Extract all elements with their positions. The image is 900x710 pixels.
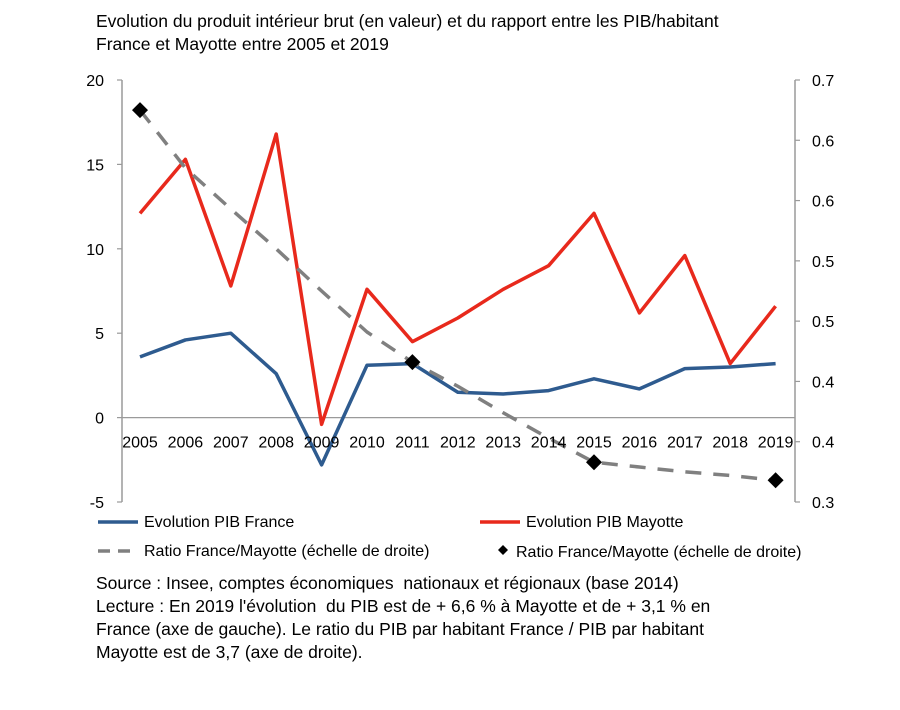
note-source: Source : Insee, comptes économiques nati… [96, 573, 679, 593]
y-right-tick-label: 0.6 [812, 133, 834, 150]
x-tick-label: 2013 [485, 435, 521, 452]
ratio-marker-point [404, 354, 421, 371]
legend-swatch-france [98, 514, 138, 532]
y-right-tick-label: 0.4 [812, 374, 834, 391]
note-reading-line-1: Lecture : En 2019 l'évolution du PIB est… [96, 596, 711, 616]
y-right-tick-label: 0.4 [812, 435, 834, 452]
series-line-pib-france [139, 331, 776, 467]
y-left-tick-label: 0 [95, 411, 104, 428]
legend-item-ratio-line: Ratio France/Mayotte (échelle de droite) [98, 543, 429, 561]
x-tick-label: 2008 [258, 435, 294, 452]
y-right-tick-label: 0.6 [812, 194, 834, 211]
x-tick-label: 2011 [395, 435, 430, 452]
legend-item-ratio-markers: Ratio France/Mayotte (échelle de droite) [496, 543, 801, 562]
x-tick-label: 2005 [122, 435, 158, 452]
y-left-tick-label: 15 [86, 157, 104, 174]
x-tick-label: 2006 [168, 435, 204, 452]
legend-swatch-mayotte [480, 514, 520, 532]
x-tick-label: 2014 [531, 435, 567, 452]
x-tick-label: 2007 [213, 435, 249, 452]
legend-label-ratio-markers: Ratio France/Mayotte (échelle de droite) [516, 543, 802, 561]
legend-swatch-ratio-marker [496, 543, 510, 562]
y-left-tick-label: -5 [90, 495, 104, 512]
chart-title: Evolution du produit intérieur brut (en … [96, 10, 836, 56]
series-line-ratio [138, 109, 776, 483]
ratio-marker-point [132, 102, 148, 119]
x-tick-label: 2019 [758, 435, 794, 452]
note-reading-line-2: France (axe de gauche). Le ratio du PIB … [96, 619, 704, 639]
x-tick-label: 2016 [622, 435, 658, 452]
y-right-tick-label: 0.3 [812, 495, 834, 512]
ratio-marker-point [586, 454, 602, 471]
y-left-tick-label: 20 [86, 73, 104, 90]
legend-item-pib-france: Evolution PIB France [98, 514, 294, 532]
legend-label-ratio-line: Ratio France/Mayotte (échelle de droite) [144, 543, 430, 560]
note-reading-line-3: Mayotte est de 3,7 (axe de droite). [96, 642, 363, 662]
x-tick-label: 2010 [349, 435, 385, 452]
chart-title-line-2: France et Mayotte entre 2005 et 2019 [96, 34, 389, 54]
x-tick-label: 2012 [440, 435, 476, 452]
y-left-tick-label: 10 [86, 242, 104, 259]
x-tick-label: 2009 [304, 435, 340, 452]
chart-title-line-1: Evolution du produit intérieur brut (en … [96, 11, 719, 31]
y-right-tick-label: 0.5 [812, 314, 834, 331]
x-tick-label: 2017 [667, 435, 703, 452]
y-right-tick-label: 0.7 [812, 73, 834, 90]
legend-swatch-ratio-line [98, 543, 138, 561]
legend-label-pib-france: Evolution PIB France [144, 514, 295, 531]
legend-label-pib-mayotte: Evolution PIB Mayotte [526, 514, 684, 531]
chart-notes: Source : Insee, comptes économiques nati… [96, 572, 836, 664]
x-tick-label: 2018 [712, 435, 748, 452]
x-tick-label: 2015 [576, 435, 612, 452]
y-right-tick-label: 0.5 [812, 254, 834, 271]
ratio-marker-point [767, 472, 784, 489]
series-line-pib-mayotte [138, 132, 777, 427]
y-left-tick-label: 5 [95, 326, 104, 343]
legend-item-pib-mayotte: Evolution PIB Mayotte [480, 514, 683, 532]
